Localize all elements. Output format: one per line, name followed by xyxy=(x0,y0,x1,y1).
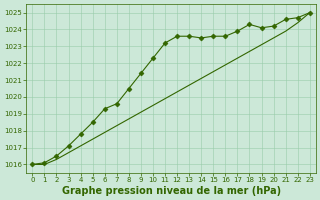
X-axis label: Graphe pression niveau de la mer (hPa): Graphe pression niveau de la mer (hPa) xyxy=(61,186,281,196)
